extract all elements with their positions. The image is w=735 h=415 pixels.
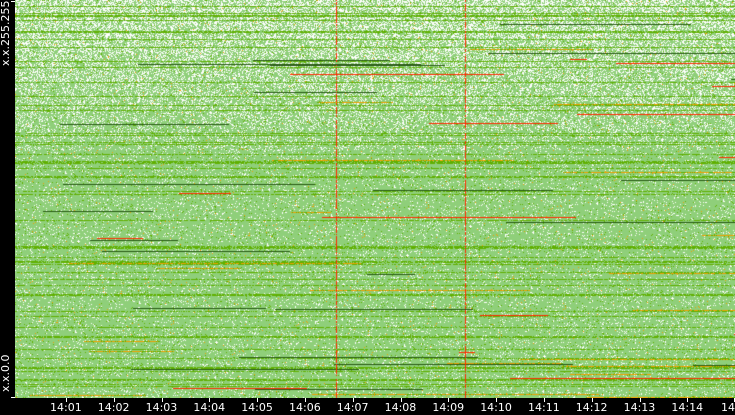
heatmap-canvas [15, 0, 735, 398]
x-tick-label: 14:01 [50, 401, 82, 414]
x-tick-label: 14:03 [145, 401, 178, 414]
x-tick [305, 398, 306, 402]
x-tick-label: 14:12 [575, 401, 608, 414]
x-tick [66, 398, 67, 402]
x-tick [400, 398, 402, 402]
x-tick-label: 14:02 [97, 401, 130, 414]
x-tick [448, 398, 450, 402]
x-tick-label: 14:05 [241, 401, 273, 414]
y-tick-bottom [11, 397, 15, 398]
x-tick-label: 14:07 [336, 401, 369, 414]
x-tick-label: 14:06 [289, 401, 321, 414]
x-tick-label: 14 [721, 401, 735, 414]
x-tick-label: 14:04 [193, 401, 226, 414]
x-tick [591, 398, 593, 402]
y-label-bottom: x.x.0.0 [0, 354, 12, 392]
x-tick [352, 398, 354, 402]
x-tick [496, 398, 498, 402]
x-tick [161, 398, 163, 402]
x-tick [209, 398, 211, 402]
y-label-top: x.x.255.255 [0, 0, 12, 66]
x-tick-label: 14:11 [528, 401, 560, 414]
x-tick-label: 14:10 [480, 401, 512, 414]
x-tick [544, 398, 545, 402]
x-tick [687, 398, 689, 402]
x-tick [113, 398, 115, 402]
y-tick-top [11, 1, 15, 2]
x-tick [257, 398, 259, 402]
x-tick-label: 14:09 [432, 401, 465, 414]
x-tick-label: 14:14 [671, 401, 704, 414]
x-tick-label: 14:08 [384, 401, 417, 414]
x-tick [639, 398, 641, 402]
x-tick-label: 14:13 [623, 401, 656, 414]
